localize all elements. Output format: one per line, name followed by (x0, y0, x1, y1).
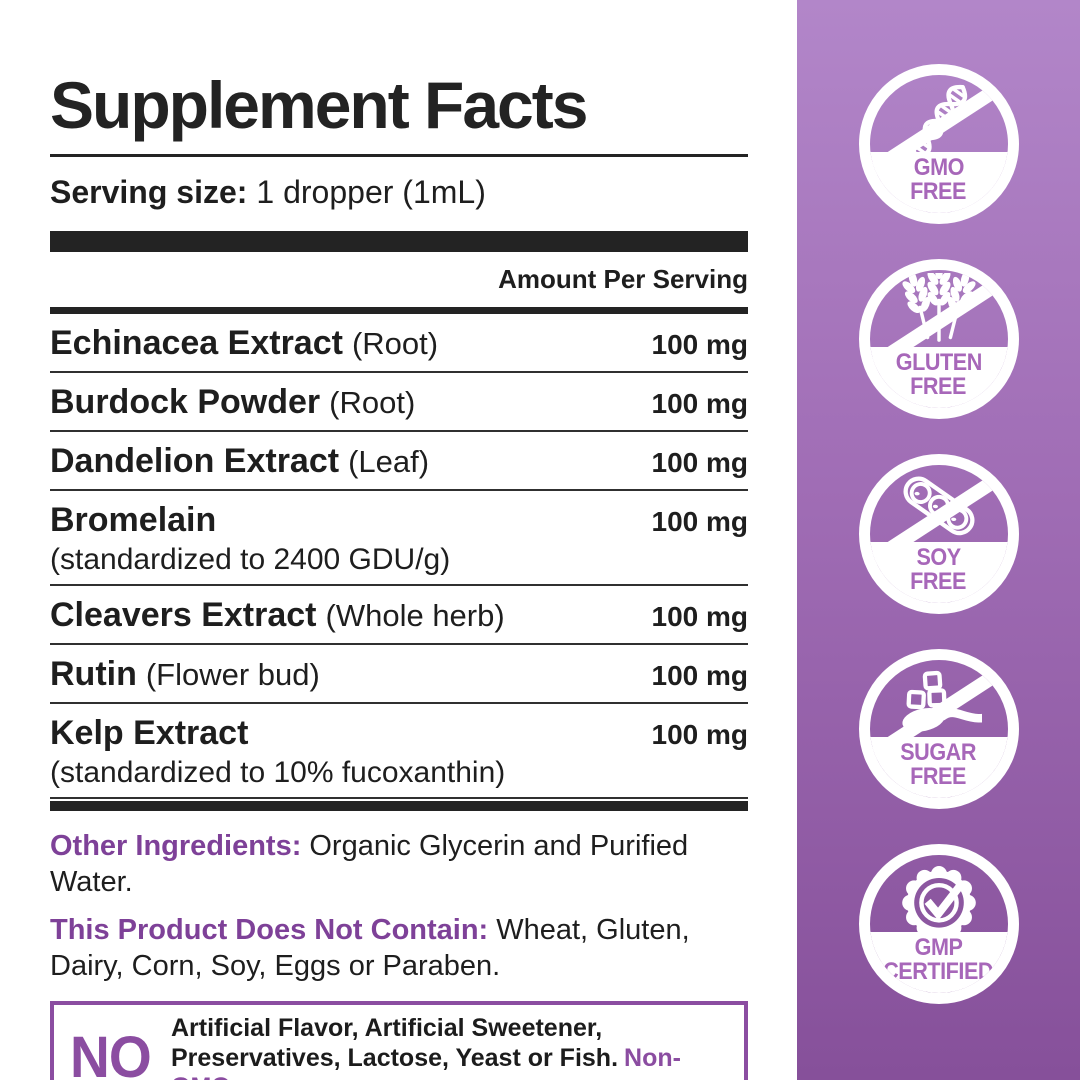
badge-gmo-free: GMO FREE (858, 64, 1019, 224)
ingredient-name-cell: Echinacea Extract (Root) (50, 324, 438, 363)
ingredient-amount: 100 mg (651, 719, 749, 751)
ingredient-name-cell: Bromelain (50, 501, 225, 540)
certified-seal-icon (901, 866, 976, 940)
badge-label-area: GLUTEN FREE (869, 347, 1008, 408)
table-row: Cleavers Extract (Whole herb) 100 mg (50, 586, 749, 646)
supplement-facts-panel: Supplement Facts Serving size: 1 dropper … (50, 0, 748, 1080)
badge-label-line2: FREE (910, 178, 967, 206)
ingredient-name: Echinacea Extract (50, 323, 343, 362)
serving-size-label: Serving size: (50, 174, 248, 210)
badge-label-area: SUGAR FREE (869, 737, 1008, 798)
does-not-contain-value: Wheat, Gluten, Dairy, Corn, Soy, Eggs or… (50, 913, 690, 982)
non-gmo-highlight: Non-GMO. (171, 1043, 681, 1080)
ingredient-name: Bromelain (50, 500, 217, 539)
header-divider-bar (50, 306, 748, 314)
badge-label-line2: CERTIFIED (883, 958, 994, 986)
does-not-contain-line: This Product Does Not Contain: Wheat, Glu… (50, 912, 748, 985)
serving-size-value: 1 dropper (1mL) (256, 174, 486, 210)
ingredient-name-cell: Kelp Extract (50, 714, 257, 753)
serving-size-line: Serving size: 1 dropper (1mL) (50, 173, 748, 211)
amount-per-serving-header: Amount Per Serving (498, 264, 748, 295)
ingredient-name-cell: Rutin (Flower bud) (50, 655, 320, 694)
other-ingredients-value: Organic Glycerin and Purified Water. (50, 830, 689, 899)
ingredient-amount: 100 mg (651, 600, 749, 632)
badge-gmp-certified: GMP CERTIFIED (858, 844, 1019, 1004)
ingredient-detail: (Root) (329, 384, 416, 420)
ingredient-name-cell: Cleavers Extract (Whole herb) (50, 596, 505, 635)
table-row: Rutin (Flower bud) 100 mg (50, 645, 749, 705)
badge-label-line2: FREE (910, 568, 967, 596)
ingredient-name: Dandelion Extract (50, 441, 340, 480)
badge-soy-free: SOY FREE (858, 454, 1019, 614)
ingredient-amount: 100 mg (651, 505, 749, 537)
wheat-icon (901, 273, 976, 342)
ingredient-name: Cleavers Extract (50, 595, 317, 634)
badge-label-line1: GLUTEN (895, 349, 982, 377)
no-claims-list: Artificial Flavor, Artificial Sweetener,… (171, 1014, 619, 1072)
ingredient-detail: (Whole herb) (325, 597, 505, 633)
does-not-contain-label: This Product Does Not Contain: (50, 913, 489, 946)
ingredient-amount: 100 mg (651, 387, 749, 419)
badge-strip: GMO FREE (797, 0, 1080, 1080)
ingredient-name: Kelp Extract (50, 714, 249, 753)
other-ingredients-label: Other Ingredients: (50, 830, 302, 863)
ingredient-detail: (Flower bud) (145, 657, 320, 693)
badge-sugar-free: SUGAR FREE (858, 649, 1019, 809)
soybean-icon (903, 476, 974, 536)
ingredient-note: (standardized to 10% fucoxanthin) (50, 756, 506, 790)
ingredient-name-cell: Dandelion Extract (Leaf) (50, 442, 429, 481)
ingredient-name-cell: Burdock Powder (Root) (50, 383, 415, 422)
badge-label-line1: SOY (916, 544, 961, 572)
sugar-spoon-icon (901, 670, 982, 732)
ingredient-name: Burdock Powder (50, 382, 321, 421)
table-row: Dandelion Extract (Leaf) 100 mg (50, 432, 748, 491)
table-bottom-bar (50, 801, 748, 812)
no-claims-text: Artificial Flavor, Artificial Sweetener,… (171, 1014, 730, 1080)
badge-label-line1: SUGAR (900, 739, 977, 767)
dna-icon (910, 84, 967, 158)
badge-label-area: GMP CERTIFIED (869, 932, 1008, 993)
badge-label-line2: FREE (910, 763, 967, 791)
table-row: Echinacea Extract (Root) 100 mg (50, 314, 748, 373)
badge-label-area: SOY FREE (869, 542, 1008, 603)
ingredient-amount: 100 mg (651, 446, 749, 478)
other-ingredients-line: Other Ingredients: Organic Glycerin and P… (50, 828, 748, 901)
badge-gluten-free: GLUTEN FREE (858, 259, 1019, 419)
badge-label-line1: GMO (913, 154, 964, 182)
ingredient-amount: 100 mg (651, 328, 749, 360)
ingredient-amount: 100 mg (651, 660, 749, 692)
title-divider (50, 154, 748, 157)
table-row: Burdock Powder (Root) 100 mg (50, 373, 748, 432)
no-claims-box: NO Artificial Flavor, Artificial Sweeten… (50, 1001, 748, 1080)
ingredient-detail: (Root) (351, 325, 439, 361)
ingredient-detail: (Leaf) (348, 443, 430, 479)
no-label: NO (70, 1025, 152, 1080)
badge-label-area: GMO FREE (869, 152, 1008, 213)
table-row: Bromelain 100 mg (standardized to 2400 G… (50, 491, 748, 586)
ingredient-name: Rutin (50, 655, 137, 694)
badge-label-line1: GMP (914, 934, 963, 962)
page-title: Supplement Facts (50, 68, 588, 142)
table-row: Kelp Extract 100 mg (standardized to 10%… (50, 704, 749, 800)
ingredient-note: (standardized to 2400 GDU/g) (50, 542, 451, 576)
section-divider-bar (50, 231, 748, 253)
badge-label-line2: FREE (910, 373, 967, 401)
